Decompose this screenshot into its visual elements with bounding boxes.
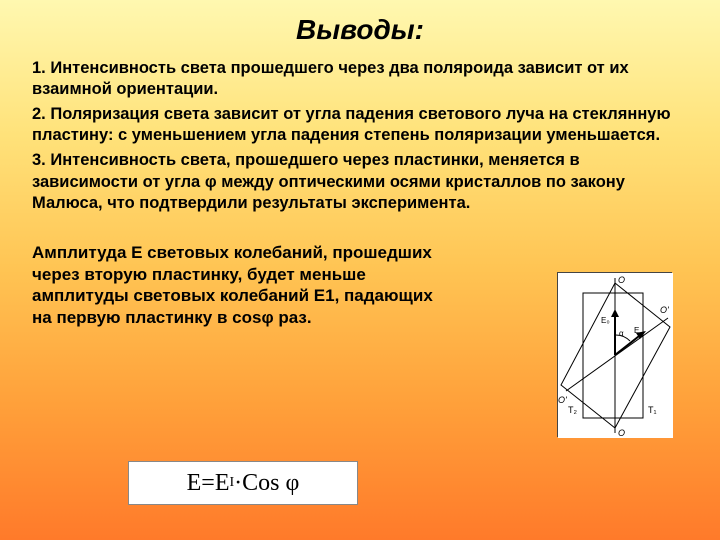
polaroid-diagram: O O' O O' T₁ T₂ E₀ E α — [557, 272, 672, 437]
label-O-bottom: O — [618, 428, 625, 438]
conclusion-2: 2. Поляризация света зависит от угла пад… — [32, 104, 688, 146]
formula-rhs1: E — [215, 470, 230, 497]
formula-lhs: E — [187, 470, 202, 497]
formula-cos: Cos φ — [242, 470, 299, 497]
conclusion-3: 3. Интенсивность света, прошедшего через… — [32, 150, 688, 213]
label-E: E — [634, 326, 639, 335]
amplitude-paragraph: Амплитуда Е световых колебаний, прошедши… — [32, 242, 442, 329]
formula-dot: · — [234, 470, 242, 497]
label-E0: E₀ — [601, 316, 610, 325]
label-alpha: α — [619, 329, 624, 338]
label-T2: T₂ — [568, 405, 577, 415]
label-Oprime-bottom: O' — [558, 395, 567, 405]
label-Oprime-top: O' — [660, 305, 669, 315]
conclusion-1: 1. Интенсивность света прошедшего через … — [32, 58, 688, 100]
malus-formula: E = EI · Cos φ — [128, 461, 358, 505]
formula-eq: = — [201, 470, 215, 497]
slide-title: Выводы: — [32, 14, 688, 46]
label-T1: T₁ — [648, 405, 657, 415]
label-O-top: O — [618, 275, 625, 285]
